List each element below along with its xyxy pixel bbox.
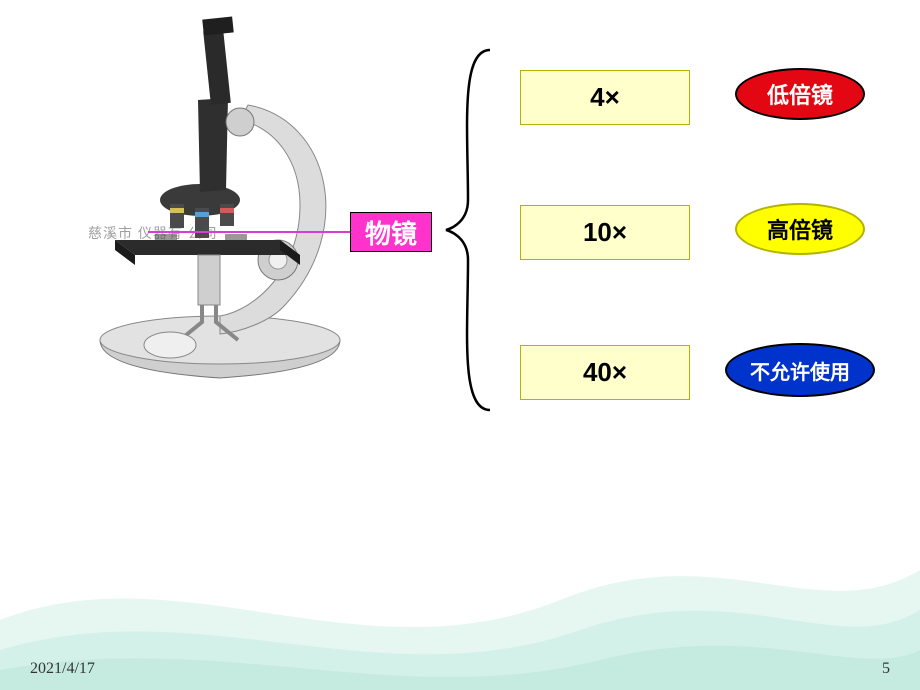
background-wave (0, 510, 920, 690)
footer-page-number: 5 (882, 660, 890, 678)
pointer-line (148, 231, 376, 233)
objective-lens-label: 物镜 (350, 212, 432, 252)
curly-brace (440, 40, 500, 420)
magnification-box-10x: 10× (520, 205, 690, 260)
badge-not-allowed: 不允许使用 (725, 343, 875, 397)
microscope-image (70, 10, 370, 390)
watermark-text: 慈溪市 仪器有 公司 (88, 223, 218, 243)
slide-root: 慈溪市 仪器有 公司 物镜 4× 10× 40× 低倍镜 高倍镜 不允许使用 2… (0, 0, 920, 690)
badge-high-power: 高倍镜 (735, 203, 865, 255)
magnification-box-4x: 4× (520, 70, 690, 125)
magnification-box-40x: 40× (520, 345, 690, 400)
footer-date: 2021/4/17 (30, 660, 95, 678)
badge-low-power: 低倍镜 (735, 68, 865, 120)
